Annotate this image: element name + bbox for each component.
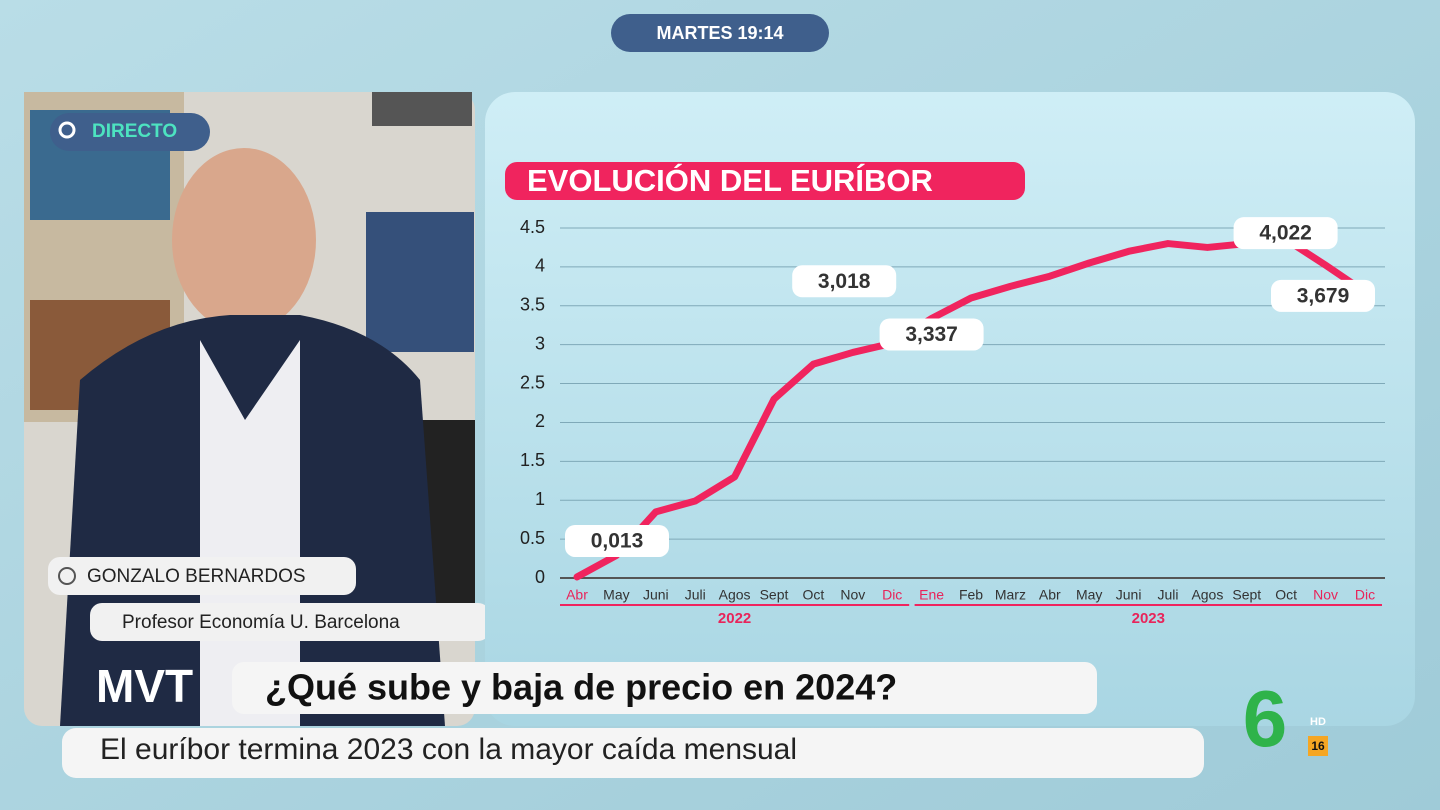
value-label: 3,679 <box>1297 284 1350 307</box>
line <box>573 236 1369 581</box>
chart-title: EVOLUCIÓN DEL EURÍBOR <box>527 162 933 198</box>
x-tick-label: Abr <box>566 587 588 603</box>
headline: ¿Qué sube y baja de precio en 2024? <box>265 667 897 708</box>
x-tick-label: Dic <box>882 587 902 603</box>
channel-logo: 6 <box>1243 674 1288 763</box>
rating-box <box>1308 736 1328 756</box>
ticker-box <box>62 728 1204 778</box>
show-logo: MVT <box>96 660 193 712</box>
x-tick-label: May <box>1076 587 1102 603</box>
headline-box <box>232 662 1097 714</box>
value-label-box <box>879 318 984 351</box>
y-tick-label: 4.5 <box>520 217 545 237</box>
y-tick-label: 3.5 <box>520 295 545 315</box>
x-tick-label: Juni <box>1116 587 1142 603</box>
x-tick-label: Juli <box>1157 587 1178 603</box>
value-label-box <box>792 265 897 298</box>
value-label-box <box>1233 217 1338 250</box>
ticker: El euríbor termina 2023 con la mayor caí… <box>100 733 797 766</box>
rating: 16 <box>1311 739 1325 753</box>
y-tick-label: 0 <box>535 567 545 587</box>
group-label: 2023 <box>1132 610 1165 627</box>
search-icon <box>58 121 76 139</box>
x-tick-label: Agos <box>1191 587 1223 603</box>
group-label: 2022 <box>718 610 751 627</box>
guest-role: Profesor Economía U. Barcelona <box>122 612 400 633</box>
y-tick-label: 0.5 <box>520 528 545 548</box>
value-label: 3,337 <box>905 323 958 346</box>
value-label: 4,022 <box>1259 222 1312 245</box>
title-box <box>505 162 1025 200</box>
x-tick-label: May <box>603 587 629 603</box>
x-tick-label: Ene <box>919 587 944 603</box>
x-tick-label: Oct <box>1275 587 1297 603</box>
x-tick-label: Agos <box>719 587 751 603</box>
hd: HD <box>1310 716 1326 728</box>
live-label: DIRECTO <box>92 121 177 142</box>
y-tick-label: 3 <box>535 333 545 353</box>
plot: 0 0.5 1 1.5 2 2.5 3 3.5 4 4.5 Abr May Juni Juli Agos Se… <box>520 217 1385 627</box>
y-tick-label: 1.5 <box>520 450 545 470</box>
x-tick-label: Oct <box>803 587 825 603</box>
value-label: 3,018 <box>818 270 871 293</box>
y-tick-label: 1 <box>535 489 545 509</box>
value-label: 0,013 <box>591 530 644 553</box>
x-tick-label: Dic <box>1355 587 1375 603</box>
value-label-box <box>565 524 669 557</box>
x-tick-label: Juli <box>685 587 706 603</box>
y-tick-label: 2 <box>535 411 545 431</box>
live-pill <box>50 113 210 151</box>
name-box <box>48 557 356 595</box>
x-tick-label: Nov <box>840 587 865 603</box>
info-icon <box>58 567 76 585</box>
x-tick-label: Abr <box>1039 587 1061 603</box>
x-tick-label: Nov <box>1313 587 1338 603</box>
y-tick-label: 2.5 <box>520 372 545 392</box>
x-tick-label: Juni <box>643 587 669 603</box>
x-tick-label: Feb <box>959 587 983 603</box>
x-tick-label: Sept <box>760 587 789 603</box>
x-tick-label: Sept <box>1232 587 1261 603</box>
x-tick-label: Marz <box>995 587 1026 603</box>
role-box <box>90 603 490 641</box>
chart-panel <box>485 92 1415 726</box>
y-tick-label: 4 <box>535 256 545 276</box>
value-label-box <box>1271 279 1375 312</box>
time-pill <box>611 14 829 52</box>
time: MARTES 19:14 <box>656 23 783 43</box>
guest-name: GONZALO BERNARDOS <box>87 566 306 587</box>
